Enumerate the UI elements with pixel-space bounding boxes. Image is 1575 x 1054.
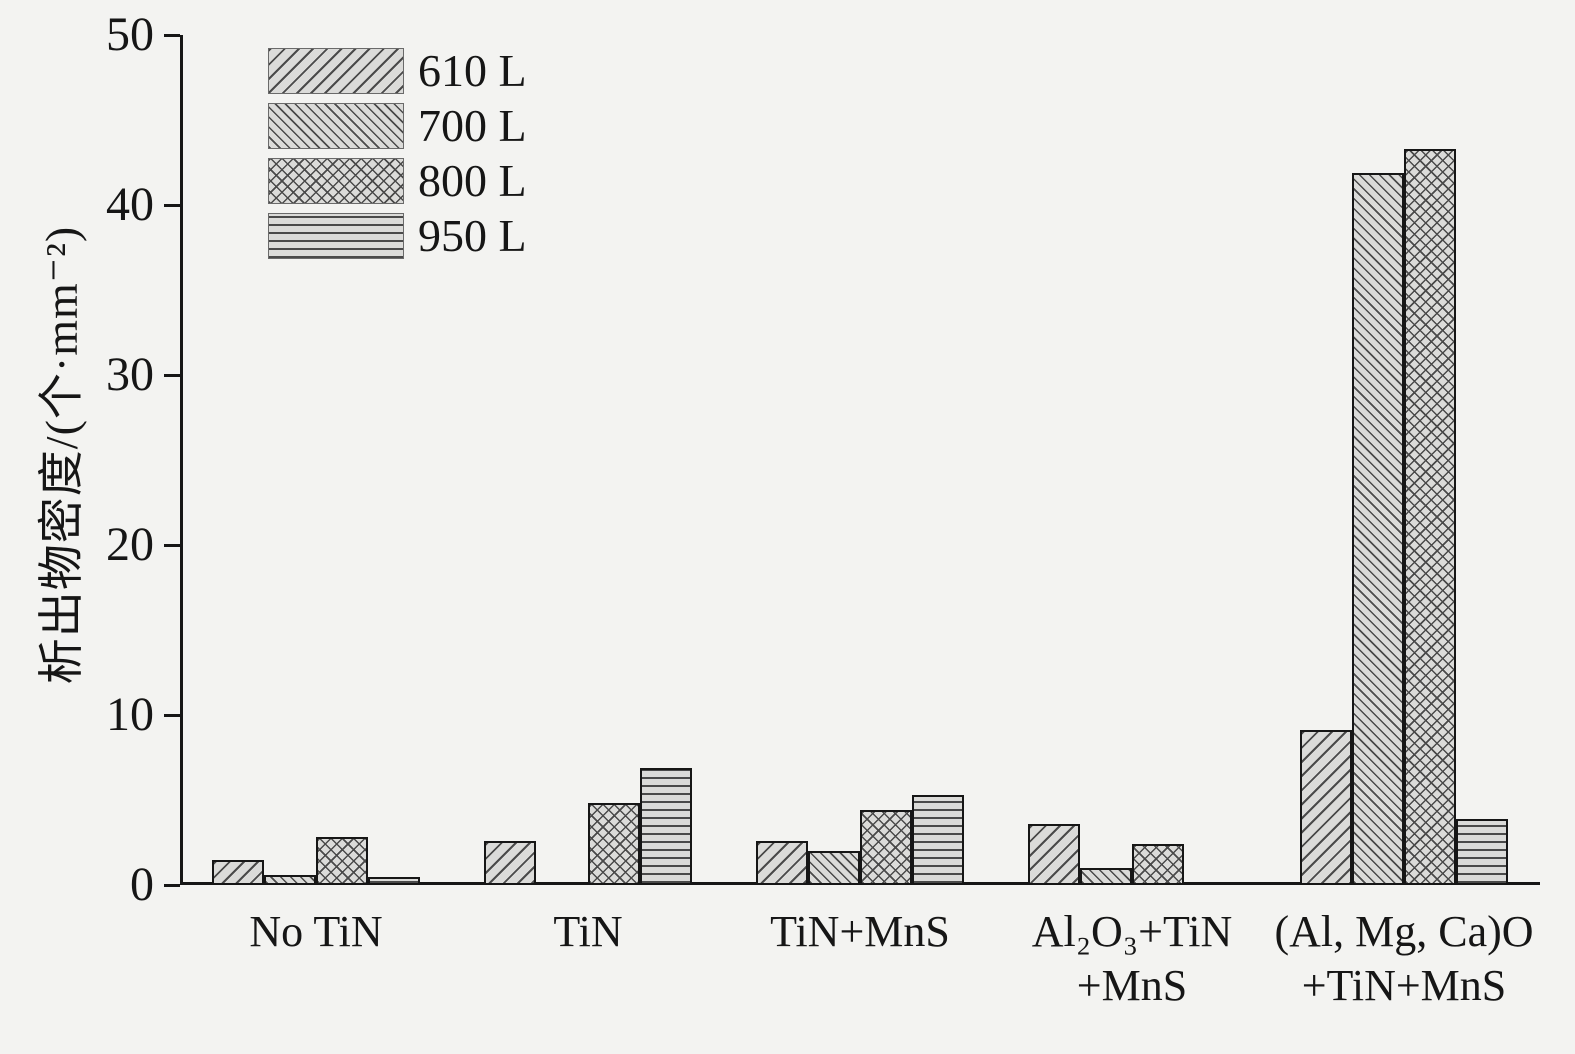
x-category-label: TiN+MnS	[650, 905, 1070, 959]
bar-950L-group3	[912, 794, 964, 885]
bar-700L-group3	[808, 851, 860, 885]
legend-label: 800 L	[418, 155, 527, 206]
bar-610L-group5	[1300, 730, 1352, 885]
y-tick-label: 30	[106, 348, 154, 401]
x-category-label: TiN	[378, 905, 798, 959]
y-tick-label: 0	[130, 858, 154, 911]
legend-item: 800 L	[268, 158, 527, 204]
y-tick-mark	[164, 373, 180, 377]
x-category-label: (Al, Mg, Ca)O +TiN+MnS	[1194, 905, 1575, 1013]
legend-swatch-horizontal	[268, 213, 404, 259]
bar-800L-group1	[316, 837, 368, 885]
bar-800L-group4	[1132, 844, 1184, 885]
x-category-label-line: No TiN	[249, 907, 383, 956]
y-tick-label: 50	[106, 8, 154, 61]
legend-item: 610 L	[268, 48, 527, 94]
legend-label: 610 L	[418, 45, 527, 96]
legend-swatch-diagonal-down	[268, 103, 404, 149]
bar-800L-group3	[860, 810, 912, 885]
legend-item: 700 L	[268, 103, 527, 149]
y-tick-mark	[164, 203, 180, 207]
bar-700L-group1	[264, 874, 316, 885]
legend-swatch-crosshatch	[268, 158, 404, 204]
bar-700L-group4	[1080, 868, 1132, 885]
y-axis-title: 析出物密度/(个·mm⁻²)	[36, 225, 87, 685]
y-tick-label: 10	[106, 688, 154, 741]
legend-item: 950 L	[268, 213, 527, 259]
x-category-label-line: TiN	[553, 907, 623, 956]
x-category-label-line: TiN+MnS	[770, 907, 950, 956]
y-tick-mark	[164, 543, 180, 547]
bar-700L-group5	[1352, 172, 1404, 885]
bar-950L-group5	[1456, 818, 1508, 885]
bar-950L-group1	[368, 876, 420, 885]
x-category-label-line: (Al, Mg, Ca)O	[1274, 907, 1534, 956]
x-category-label-line: Al₂O₃+TiN	[1031, 907, 1233, 956]
legend-swatch-diagonal-up	[268, 48, 404, 94]
x-category-label: No TiN	[106, 905, 526, 959]
legend: 610 L 700 L 800 L 950 L	[268, 48, 527, 268]
x-category-label-line: +MnS	[1076, 961, 1188, 1010]
bar-800L-group5	[1404, 148, 1456, 885]
bar-610L-group3	[756, 840, 808, 885]
bar-610L-group2	[484, 840, 536, 885]
y-tick-label: 40	[106, 178, 154, 231]
x-category-label-line: +TiN+MnS	[1301, 961, 1507, 1010]
bar-800L-group2	[588, 803, 640, 885]
y-tick-label: 20	[106, 518, 154, 571]
legend-label: 700 L	[418, 100, 527, 151]
y-tick-mark	[164, 33, 180, 37]
y-tick-mark	[164, 883, 180, 887]
x-category-label: Al₂O₃+TiN +MnS	[922, 905, 1342, 1013]
bar-610L-group4	[1028, 823, 1080, 885]
legend-label: 950 L	[418, 210, 527, 261]
y-tick-mark	[164, 713, 180, 717]
bar-610L-group1	[212, 859, 264, 885]
bar-950L-group2	[640, 767, 692, 885]
